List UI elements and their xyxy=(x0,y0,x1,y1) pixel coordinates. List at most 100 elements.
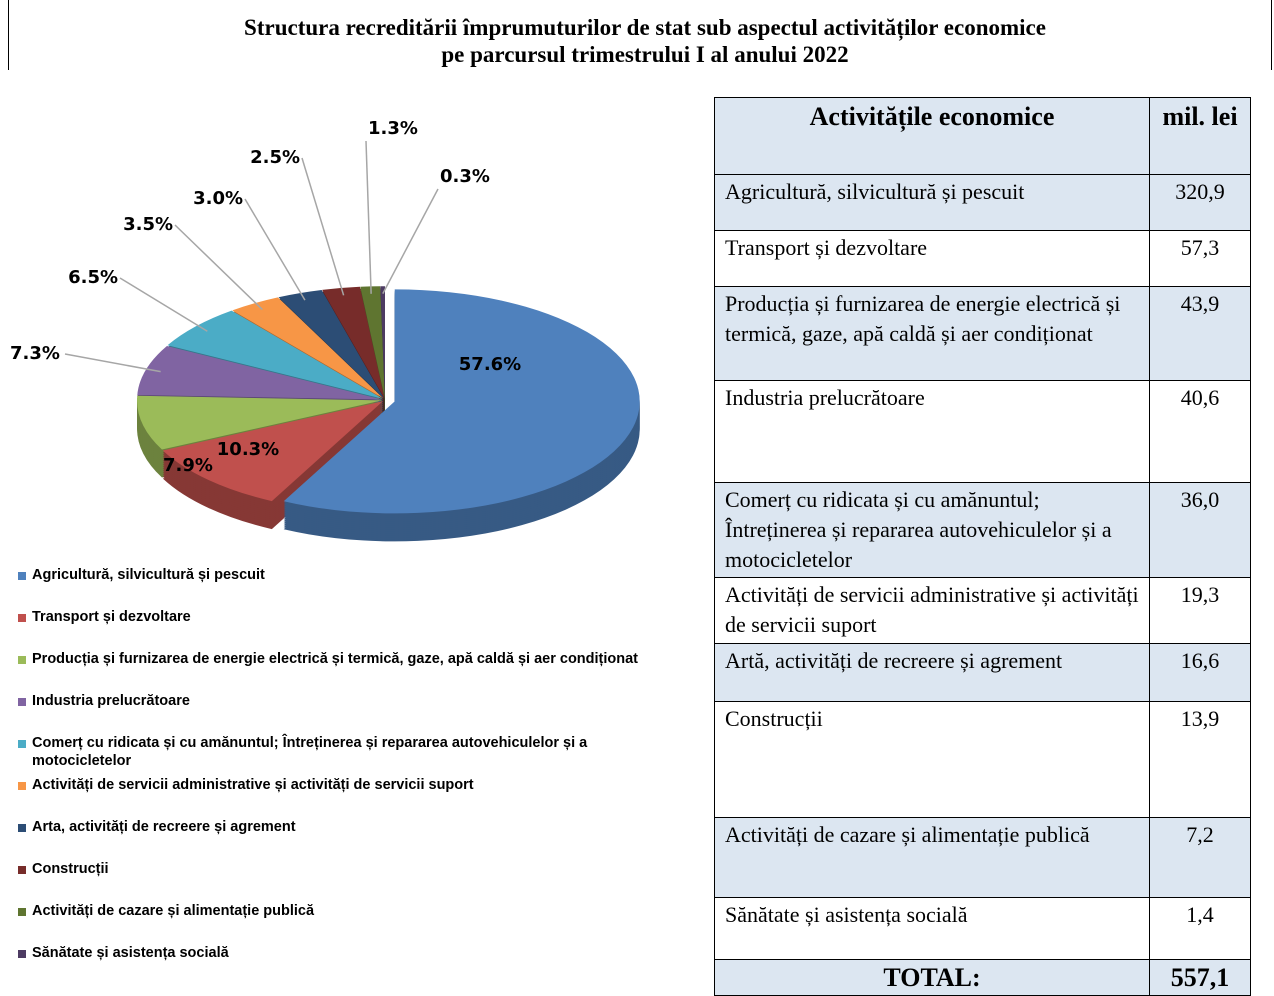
total-label: TOTAL: xyxy=(714,959,1150,996)
legend-item: Construcții xyxy=(18,860,688,878)
legend-label: Activități de servicii administrative și… xyxy=(32,777,474,793)
data-label: 0.3% xyxy=(440,166,490,187)
slice xyxy=(278,289,384,399)
legend-item: Activități de cazare și alimentație publ… xyxy=(18,902,688,920)
leader-line xyxy=(174,224,263,311)
legend-swatch xyxy=(18,740,26,748)
value-cell: 13,9 xyxy=(1149,701,1251,818)
table-row: Sănătate și asistența socială 1,4 xyxy=(714,897,1251,960)
value-cell: 43,9 xyxy=(1149,286,1251,381)
slice xyxy=(137,395,383,450)
legend-item: Activități de servicii administrative și… xyxy=(18,776,688,794)
data-label: 7.9% xyxy=(163,455,213,476)
legend-swatch xyxy=(18,950,26,958)
value-cell: 19,3 xyxy=(1149,577,1251,644)
data-label: 6.5% xyxy=(68,267,118,288)
leader-line xyxy=(301,157,345,296)
slice xyxy=(283,289,640,514)
title-line: pe parcursul trimestrului I al anului 20… xyxy=(441,42,849,67)
leader-line xyxy=(119,277,208,332)
value-cell: 16,6 xyxy=(1149,643,1251,702)
legend-swatch xyxy=(18,866,26,874)
legend-label: Sănătate și asistența socială xyxy=(32,945,229,961)
slice xyxy=(380,286,385,399)
value-cell: 7,2 xyxy=(1149,817,1251,898)
title-line: Structura recreditării împrumuturilor de… xyxy=(244,15,1046,40)
table-row: Artă, activități de recreere și agrement… xyxy=(714,643,1251,702)
pie-chart: 57.6% 10.3%7.9% 7.3% 6.5% 3.5% 3.0% 2.5% 1.3% 0.… xyxy=(10,118,640,542)
legend-swatch xyxy=(18,572,26,580)
total-row: TOTAL: 557,1 xyxy=(714,959,1251,996)
data-label: 1.3% xyxy=(368,118,418,139)
activity-cell: Producția și furnizarea de energie elect… xyxy=(714,286,1150,381)
legend-label: Transport și dezvoltare xyxy=(32,609,191,625)
legend-swatch xyxy=(18,908,26,916)
table-row: Construcții 13,9 xyxy=(714,701,1251,818)
table-row: Activități de servicii administrative și… xyxy=(714,577,1251,644)
table: Activitățile economice mil. lei Agricultur… xyxy=(714,97,1251,996)
value-cell: 320,9 xyxy=(1149,174,1251,231)
slice xyxy=(162,401,383,502)
table-row: Transport și dezvoltare 57,3 xyxy=(714,230,1251,287)
activity-cell: Agricultură, silvicultură și pescuit xyxy=(714,174,1150,231)
data-label: 7.3% xyxy=(10,343,60,364)
activity-cell: Construcții xyxy=(714,701,1150,818)
legend-label: Producția și furnizarea de energie elect… xyxy=(32,651,639,667)
frame xyxy=(8,0,1272,70)
value-cell: 1,4 xyxy=(1149,897,1251,960)
activity-cell: Activități de cazare și alimentație publ… xyxy=(714,817,1150,898)
value-cell: 40,6 xyxy=(1149,380,1251,483)
data-label: 3.0% xyxy=(193,188,243,209)
legend-item: Industria prelucrătoare xyxy=(18,692,688,710)
legend-item: Comerț cu ridicata și cu amănuntul; Într… xyxy=(18,734,688,770)
activity-cell: Sănătate și asistența socială xyxy=(714,897,1150,960)
legend-label: Industria prelucrătoare xyxy=(32,693,190,709)
header-cell: mil. lei xyxy=(1149,97,1251,175)
leader-line xyxy=(244,198,306,301)
leader-line xyxy=(365,140,372,294)
table-row: Agricultură, silvicultură și pescuit 320,… xyxy=(714,174,1251,231)
activity-cell: Activități de servicii administrative și… xyxy=(714,577,1150,644)
leader-line xyxy=(64,353,161,373)
slice xyxy=(322,286,385,399)
legend-item: Sănătate și asistența socială xyxy=(18,944,688,962)
table-row: Activități de cazare și alimentație publ… xyxy=(714,817,1251,898)
data-label: 3.5% xyxy=(123,214,173,235)
legend-swatch xyxy=(18,824,26,832)
legend-swatch xyxy=(18,698,26,706)
legend-label: Activități de cazare și alimentație publ… xyxy=(32,903,315,919)
slice xyxy=(167,310,383,399)
value-cell: 57,3 xyxy=(1149,230,1251,287)
activity-cell: Industria prelucrătoare xyxy=(714,380,1150,483)
legend-item: Agricultură, silvicultură și pescuit xyxy=(18,566,688,584)
legend-label: Comerț cu ridicata și cu amănuntul; Într… xyxy=(32,735,588,769)
data-label: 57.6% xyxy=(459,354,521,375)
legend-item: Transport și dezvoltare xyxy=(18,608,688,626)
leader-line xyxy=(382,188,439,294)
title: Structura recreditării împrumuturilor de… xyxy=(0,14,1274,68)
activity-cell: Artă, activități de recreere și agrement xyxy=(714,643,1150,702)
legend-swatch xyxy=(18,656,26,664)
value-cell: 36,0 xyxy=(1149,482,1251,578)
legend-swatch xyxy=(18,782,26,790)
legend-label: Arta, activități de recreere și agrement xyxy=(32,819,296,835)
slice xyxy=(137,345,383,400)
table-row: Producția și furnizarea de energie elect… xyxy=(714,286,1251,381)
legend-swatch xyxy=(18,614,26,622)
table-header: Activitățile economice mil. lei xyxy=(714,97,1251,175)
legend-label: Construcții xyxy=(32,861,109,877)
table-row: Industria prelucrătoare 40,6 xyxy=(714,380,1251,483)
activity-cell: Transport și dezvoltare xyxy=(714,230,1150,287)
data-label: 10.3% xyxy=(217,439,279,460)
slice xyxy=(360,286,385,399)
table-row: Comerț cu ridicata și cu amănuntul; Într… xyxy=(714,482,1251,578)
legend-item: Producția și furnizarea de energie elect… xyxy=(18,650,688,668)
legend-item: Arta, activități de recreere și agrement xyxy=(18,818,688,836)
total-value: 557,1 xyxy=(1149,959,1251,996)
slice xyxy=(232,297,384,399)
legend-label: Agricultură, silvicultură și pescuit xyxy=(32,567,265,583)
data-label: 2.5% xyxy=(250,147,300,168)
activity-cell: Comerț cu ridicata și cu amănuntul; Într… xyxy=(714,482,1150,578)
header-cell: Activitățile economice xyxy=(714,97,1150,175)
